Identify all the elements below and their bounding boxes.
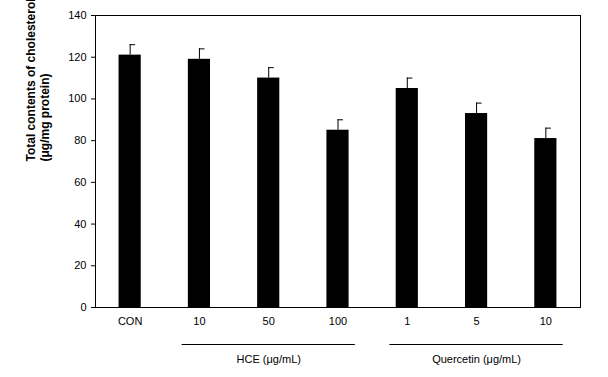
svg-text:120: 120	[68, 51, 86, 63]
svg-text:80: 80	[74, 134, 86, 146]
svg-text:60: 60	[74, 176, 86, 188]
svg-text:50: 50	[263, 315, 275, 327]
svg-text:Total contents of cholesterol(: Total contents of cholesterol(μg/mg prot…	[24, 0, 52, 162]
svg-text:10: 10	[193, 315, 205, 327]
svg-text:100: 100	[68, 92, 86, 104]
svg-text:1: 1	[404, 315, 410, 327]
svg-text:HCE (μg/mL): HCE (μg/mL)	[237, 353, 301, 365]
svg-text:140: 140	[68, 9, 86, 21]
svg-text:10: 10	[540, 315, 552, 327]
svg-text:100: 100	[329, 315, 347, 327]
svg-text:Quercetin (μg/mL): Quercetin (μg/mL)	[432, 353, 521, 365]
svg-text:40: 40	[74, 218, 86, 230]
svg-text:0: 0	[80, 301, 86, 313]
svg-text:5: 5	[474, 315, 480, 327]
svg-text:CON: CON	[118, 315, 143, 327]
svg-text:20: 20	[74, 259, 86, 271]
